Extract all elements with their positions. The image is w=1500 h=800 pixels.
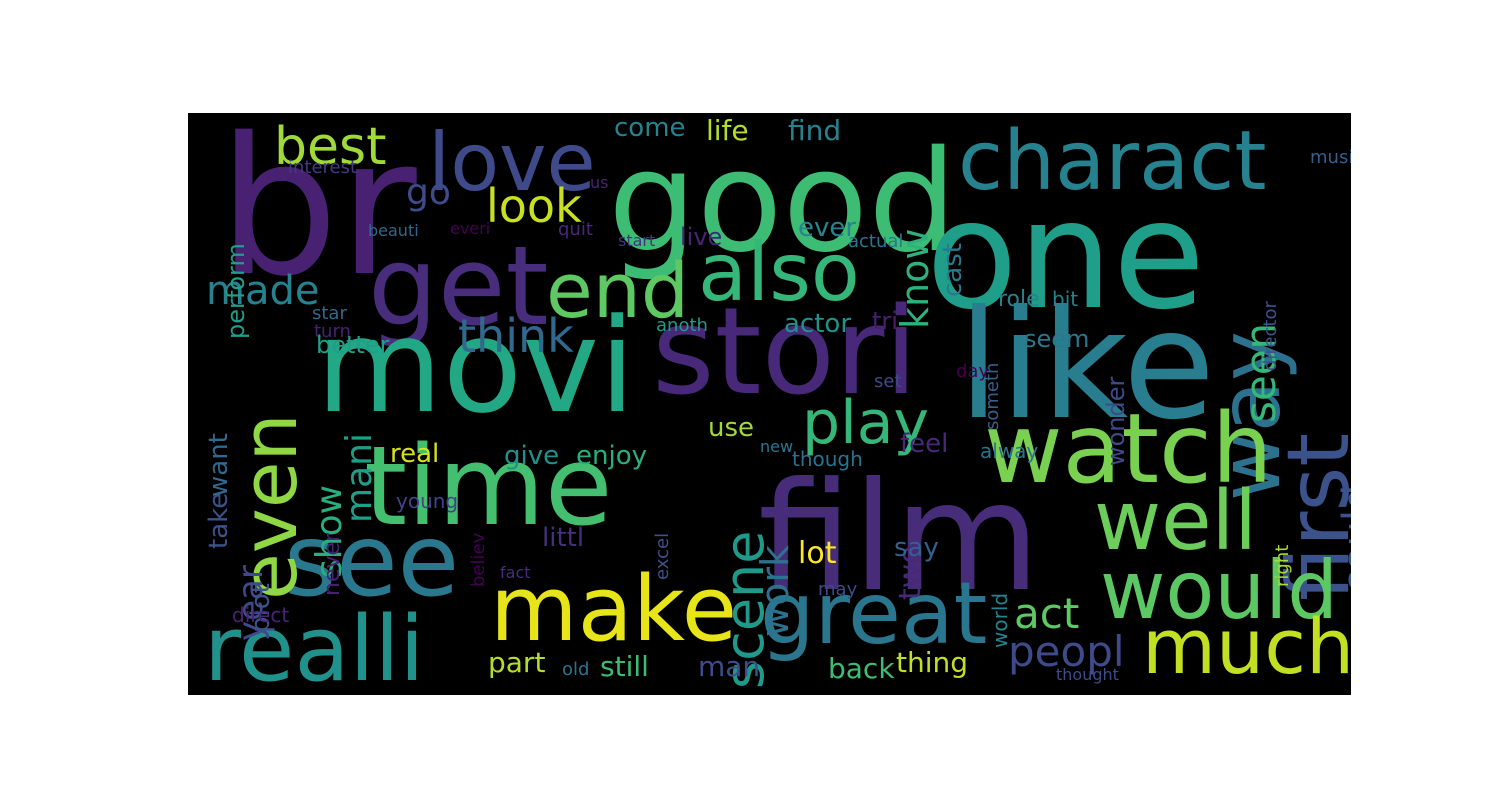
word-beauti: beauti [368,221,419,240]
word-play: play [802,388,930,458]
word-man: man [698,650,761,683]
word-seem: seem [1024,325,1090,353]
word-everi: everi [450,219,491,238]
word-look: look [486,179,582,233]
word-well: well [1094,474,1258,569]
word-music: music [1310,147,1351,168]
word-love: love [428,116,596,209]
word-also: also [698,226,860,319]
word-anoth: anoth [656,315,708,336]
word-see: see [284,502,460,619]
word-littl: littl [542,523,585,553]
word-never: never [320,533,345,597]
word-use: use [708,413,755,443]
word-realli: realli [204,597,425,695]
word-say: say [894,533,939,563]
word-role: role [998,287,1040,312]
word-take: take [204,492,234,550]
word-bit: bit [1052,287,1079,311]
word-actor: actor [784,309,852,339]
word-us: us [590,173,609,192]
word-perform: perform [222,242,250,339]
word-want: want [204,432,234,497]
word-excel: excel [652,532,673,581]
word-like: like [958,279,1216,453]
word-still: still [600,650,649,683]
word-young: young [396,489,459,513]
word-new: new [760,437,794,456]
word-find: find [788,114,842,147]
word-star: star [312,303,347,324]
word-come: come [614,113,686,143]
word-turn: turn [314,321,351,342]
word-though: though [792,447,863,471]
word-world: world [988,592,1012,649]
word-set: set [874,371,902,392]
word-may: may [818,579,858,600]
word-thing: thing [896,646,969,679]
word-actual: actual [848,231,904,252]
word-cloud: br good one love best charact get end also way fir… [188,113,1351,695]
word-start: start [618,231,656,250]
word-give: give [504,441,560,471]
word-make: make [490,557,738,662]
word-life: life [706,114,749,147]
word-alway: alway [980,439,1039,463]
word-direct: direct [232,603,290,627]
word-get: get [368,222,549,350]
word-enjoy: enjoy [576,441,647,471]
word-old: old [562,659,590,680]
word-day: day [956,361,990,382]
word-tri: tri [872,307,898,335]
word-stori: stori [652,283,918,422]
word-made: made [206,268,320,314]
word-lot: lot [798,536,837,571]
word-right: right [1272,544,1293,588]
word-time: time [364,422,613,550]
word-br: br [218,113,417,318]
word-interest: interest [288,157,358,178]
word-watch: watch [984,393,1273,505]
word-movi: movi [316,290,636,442]
word-quit: quit [558,219,593,240]
word-end: end [546,246,690,335]
word-director: director [1260,300,1281,371]
word-ever: ever [798,213,857,243]
word-go: go [406,172,451,213]
word-best: best [274,117,387,177]
word-peopl: peopl [1008,627,1125,676]
word-believ: believ [468,532,489,588]
word-back: back [828,652,895,685]
word-much: much [1142,602,1351,691]
word-one: one [926,169,1206,343]
word-wonder: wonder [1102,377,1130,467]
word-thought: thought [1056,665,1119,684]
word-great: great [760,564,988,664]
word-better: better [316,331,390,359]
word-live: live [680,223,723,251]
word-act: act [1014,589,1080,638]
word-charact: charact [958,114,1267,209]
word-would: would [1100,544,1339,637]
word-could: could [1335,484,1351,594]
word-real: real [390,439,440,469]
word-feel: feel [900,429,949,459]
word-part: part [488,646,546,679]
word-cast: cast [938,242,968,297]
word-good: good [608,121,958,284]
word-think: think [458,309,574,363]
word-fact: fact [500,563,531,582]
word-work: work [753,544,797,637]
word-film: film [758,451,1041,625]
